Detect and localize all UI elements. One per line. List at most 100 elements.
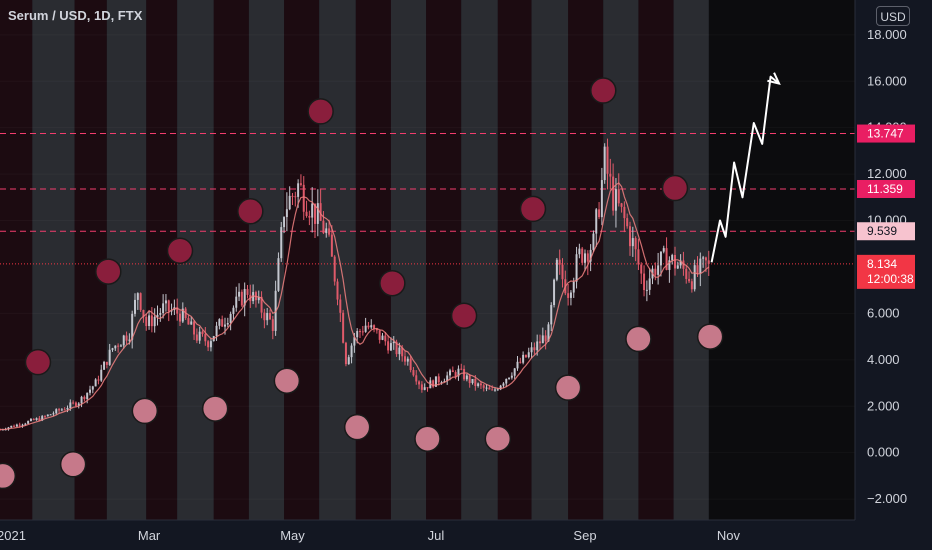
cycle-circle-3[interactable] xyxy=(95,258,122,285)
candle-body-49 xyxy=(136,293,139,300)
candle-body-192 xyxy=(539,341,541,344)
candle-body-59 xyxy=(164,300,167,304)
price-axis: 18.00016.00014.00012.00010.0006.0004.000… xyxy=(854,0,932,550)
candle-body-13 xyxy=(35,418,38,420)
cycle-circle-13[interactable] xyxy=(450,302,478,329)
candle-body-67 xyxy=(187,318,190,325)
cycle-circle-14[interactable] xyxy=(484,425,512,452)
candle-body-71 xyxy=(198,331,201,341)
candle-body-212 xyxy=(595,209,598,234)
candle-body-77 xyxy=(215,325,218,337)
candle-body-208 xyxy=(584,253,586,263)
candle-body-229 xyxy=(643,273,646,291)
candle-body-143 xyxy=(401,347,404,357)
candle-body-139 xyxy=(389,343,392,351)
cycle-circle-15[interactable] xyxy=(519,195,547,223)
candle-body-126 xyxy=(353,337,356,346)
candle-body-157 xyxy=(440,382,443,384)
candle-body-150 xyxy=(420,384,423,390)
candle-body-37 xyxy=(103,361,106,370)
candle-body-202 xyxy=(567,293,570,298)
candle-body-106 xyxy=(297,183,300,197)
candle-body-56 xyxy=(156,314,159,317)
cycle-circle-2[interactable] xyxy=(59,451,87,478)
candle-body-6 xyxy=(15,424,18,427)
candle-body-47 xyxy=(131,313,134,340)
candle-body-172 xyxy=(482,385,485,388)
candle-body-148 xyxy=(415,375,418,382)
candle-body-242 xyxy=(679,260,682,266)
candle-body-7 xyxy=(18,424,21,426)
currency-badge[interactable]: USD xyxy=(876,6,910,26)
candle-body-110 xyxy=(308,215,311,218)
candle-body-85 xyxy=(238,291,241,297)
time-axis-bg[interactable] xyxy=(0,520,855,550)
candle-body-191 xyxy=(536,341,539,351)
candle-body-233 xyxy=(654,268,657,275)
cycle-circle-6[interactable] xyxy=(201,395,229,422)
candle-body-142 xyxy=(398,347,401,355)
cycle-circle-19[interactable] xyxy=(661,174,689,202)
cycle-circle-8[interactable] xyxy=(273,367,301,394)
candle-body-120 xyxy=(336,281,339,300)
candle-body-108 xyxy=(302,184,305,212)
candle-body-194 xyxy=(544,335,547,342)
candle-body-169 xyxy=(474,378,477,387)
cycle-circle-9[interactable] xyxy=(307,98,334,125)
y-tick-label-7: 2.000 xyxy=(867,398,900,413)
cycle-circle-20[interactable] xyxy=(696,323,724,350)
candle-body-23 xyxy=(63,409,66,411)
cycle-circle-1[interactable] xyxy=(24,348,52,376)
cycle-circle-10[interactable] xyxy=(343,413,371,441)
cycle-circle-5[interactable] xyxy=(166,237,194,264)
band-6 xyxy=(213,0,249,520)
candle-body-131 xyxy=(367,325,370,328)
candle-body-12 xyxy=(32,418,35,420)
cycle-circle-0[interactable] xyxy=(0,462,17,490)
cycle-circle-11[interactable] xyxy=(379,269,406,297)
band-8 xyxy=(284,0,320,520)
candle-body-155 xyxy=(434,376,437,387)
last-price-label: 8.134 xyxy=(867,257,897,271)
candle-body-137 xyxy=(384,335,387,342)
cycle-circle-17[interactable] xyxy=(590,77,617,104)
cycle-circle-12[interactable] xyxy=(414,425,441,452)
candle-body-249 xyxy=(699,258,702,274)
cycle-circle-18[interactable] xyxy=(625,325,652,353)
candle-body-123 xyxy=(344,342,347,365)
candle-body-238 xyxy=(668,260,671,270)
candle-body-20 xyxy=(55,409,58,414)
candle-body-100 xyxy=(280,227,283,259)
candle-body-173 xyxy=(485,387,488,389)
projection-line[interactable] xyxy=(710,75,780,263)
level-tag-2 xyxy=(857,222,915,241)
candle-body-32 xyxy=(89,389,91,393)
candle-body-14 xyxy=(38,418,41,421)
candle-body-217 xyxy=(609,173,612,177)
candle-body-167 xyxy=(468,375,471,384)
candle-body-124 xyxy=(347,357,350,365)
candle-body-163 xyxy=(457,368,460,377)
candle-body-252 xyxy=(707,260,710,264)
cycle-circle-4[interactable] xyxy=(131,397,159,425)
candle-body-165 xyxy=(463,368,466,380)
x-tick-label-3: Jul xyxy=(428,528,445,543)
candle-body-96 xyxy=(269,312,271,320)
candle-body-28 xyxy=(77,403,80,406)
future-area xyxy=(708,0,855,520)
candle-body-180 xyxy=(505,378,508,384)
candle-body-121 xyxy=(339,299,342,313)
cycle-circle-16[interactable] xyxy=(554,374,582,401)
candle-body-117 xyxy=(328,228,331,235)
candle-body-38 xyxy=(105,361,108,365)
cycle-circle-7[interactable] xyxy=(237,198,264,225)
candlestick-series xyxy=(0,138,710,431)
candle-body-42 xyxy=(117,345,120,347)
x-tick-label-0: 2021 xyxy=(0,528,26,543)
candle-body-111 xyxy=(311,203,314,218)
candle-body-84 xyxy=(235,296,238,308)
candle-body-54 xyxy=(150,315,153,327)
candle-body-237 xyxy=(665,248,668,270)
